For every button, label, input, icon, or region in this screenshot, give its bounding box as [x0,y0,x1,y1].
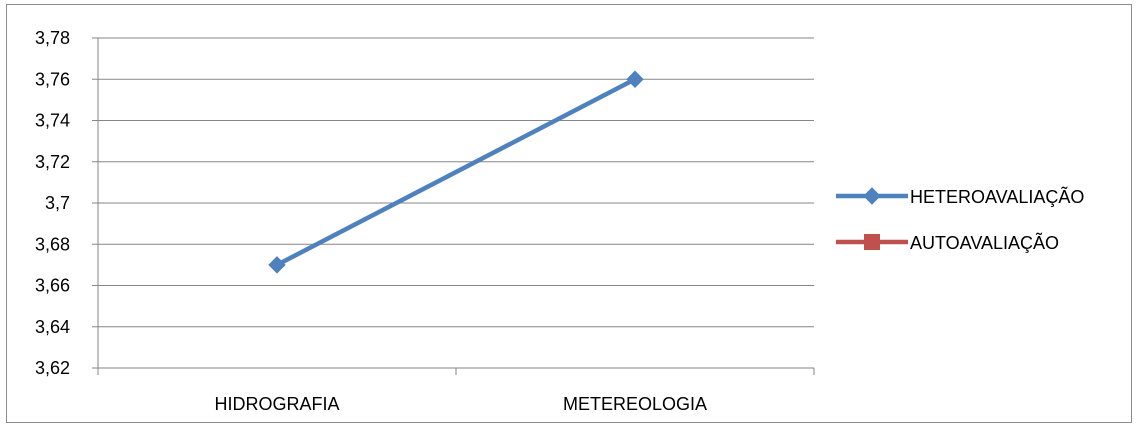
series-line [275,77,637,267]
chart-frame [6,4,1132,423]
legend-label: AUTOAVALIAÇÃO [910,232,1059,253]
y-tick-label: 3,64 [35,317,70,337]
y-tick-label: 3,68 [35,234,70,254]
y-tick-label: 3,7 [45,193,70,213]
y-tick-label: 3,66 [35,276,70,296]
y-tick-label: 3,76 [35,69,70,89]
legend-marker [863,187,881,205]
y-tick-label: 3,78 [35,28,70,48]
y-tick-label: 3,62 [35,358,70,378]
x-tick-label: HIDROGRAFIA [214,394,339,414]
legend-marker [864,234,880,250]
legend-label: HETEROAVALIAÇÃO [910,186,1084,207]
x-tick-label: METEREOLOGIA [563,394,707,414]
data-point [268,256,286,274]
y-tick-label: 3,72 [35,152,70,172]
y-tick-label: 3,74 [35,111,70,131]
data-point [626,70,644,88]
